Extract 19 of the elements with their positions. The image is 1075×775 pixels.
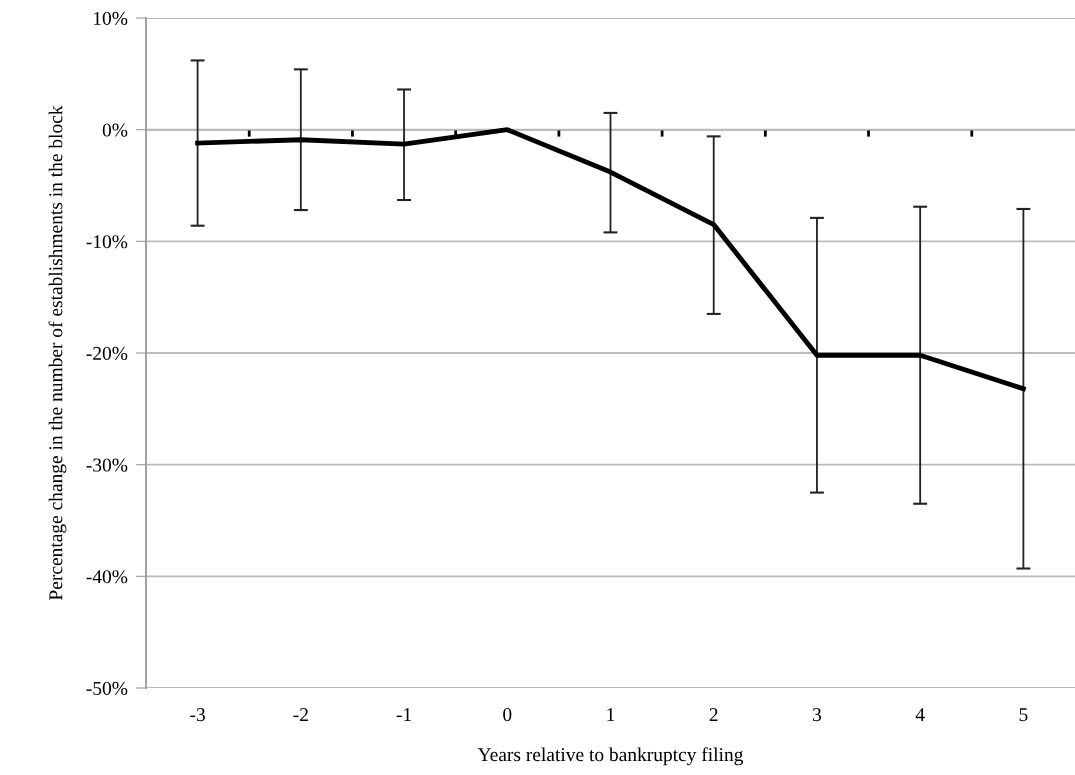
line-series <box>195 127 1026 392</box>
x-tick-label: -2 <box>293 708 308 721</box>
x-tick-label: 0 <box>503 708 512 722</box>
y-axis-title: Percentage change in the number of establishments in the block <box>48 105 67 601</box>
x-tick-label: 2 <box>709 708 718 721</box>
x-axis-title: Years relative to bankruptcy filing <box>477 747 744 766</box>
y-tick-label: -10% <box>86 235 128 249</box>
y-tick-label: -20% <box>86 346 128 360</box>
x-tick-label: 1 <box>607 708 615 721</box>
y-tick-label: 10% <box>94 11 128 25</box>
y-tick-label: -30% <box>86 458 128 472</box>
x-tick-label: -1 <box>396 708 411 721</box>
x-tick-label: 4 <box>915 708 925 721</box>
y-tick-label: 0% <box>102 123 128 137</box>
x-tick-label: -3 <box>190 708 205 722</box>
y-tick-label: -50% <box>86 681 128 695</box>
x-tick-label: 3 <box>813 708 822 722</box>
y-tick-label: -40% <box>86 570 128 584</box>
x-tick-label: 5 <box>1019 708 1028 722</box>
